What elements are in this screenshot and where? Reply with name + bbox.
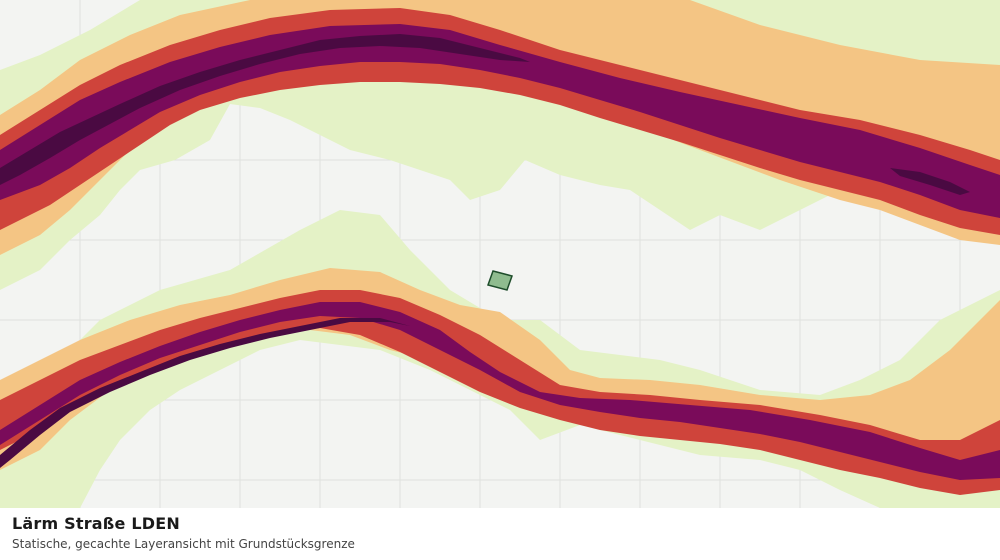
noise-map-canvas (0, 0, 1000, 508)
layer-subtitle: Statische, gecachte Layeransicht mit Gru… (12, 537, 355, 551)
noise-map[interactable] (0, 0, 1000, 508)
layer-title: Lärm Straße LDEN (12, 514, 180, 533)
noise-zone-dark (0, 34, 970, 468)
parcel-boundary[interactable] (487, 270, 513, 291)
noise-zone-purple (0, 24, 1000, 480)
map-caption: Lärm Straße LDEN Statische, gecachte Lay… (0, 508, 1000, 560)
